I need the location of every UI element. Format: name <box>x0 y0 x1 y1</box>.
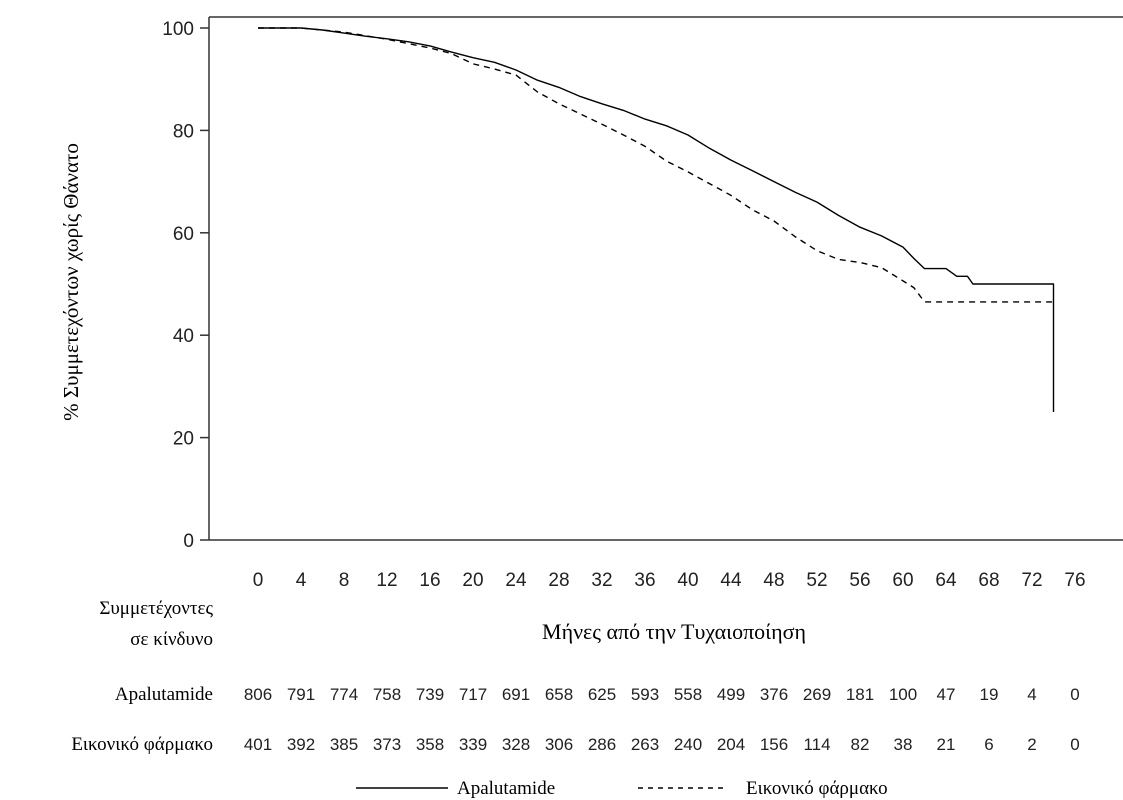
legend-placebo-label: Εικονικό φάρμακο <box>746 778 888 799</box>
x-tick-label: 72 <box>1021 570 1042 591</box>
risk-value: 691 <box>502 685 530 704</box>
x-tick-label: 20 <box>462 570 483 591</box>
risk-value: 114 <box>803 735 830 754</box>
risk-value: 240 <box>674 735 702 754</box>
risk-row-label: Εικονικό φάρμακο <box>71 734 213 755</box>
risk-table-title-line1: Συμμετέχοντες <box>99 598 213 619</box>
risk-value: 401 <box>244 735 272 754</box>
risk-value: 376 <box>760 685 788 704</box>
y-tick-label: 80 <box>173 121 194 142</box>
risk-row-label: Apalutamide <box>115 684 213 705</box>
x-tick-label: 36 <box>634 570 655 591</box>
y-tick-label: 0 <box>183 531 194 552</box>
risk-value: 204 <box>717 735 745 754</box>
risk-value: 269 <box>803 685 831 704</box>
risk-value: 306 <box>545 735 573 754</box>
risk-value: 263 <box>631 735 659 754</box>
risk-table-title-line2: σε κίνδυνο <box>130 629 213 650</box>
legend-apalutamide-label: Apalutamide <box>457 778 555 799</box>
x-tick-label: 40 <box>677 570 698 591</box>
y-axis-ticks: 0 20 40 60 80 100 <box>162 19 209 552</box>
x-tick-label: 56 <box>849 570 870 591</box>
risk-value: 19 <box>980 685 999 704</box>
x-tick-label: 64 <box>935 570 957 591</box>
risk-value: 658 <box>545 685 573 704</box>
x-tick-label: 44 <box>720 570 742 591</box>
x-tick-label: 32 <box>591 570 612 591</box>
x-tick-label: 60 <box>892 570 913 591</box>
risk-value: 358 <box>416 735 444 754</box>
risk-value: 791 <box>287 685 315 704</box>
risk-value: 392 <box>287 735 315 754</box>
risk-value: 758 <box>373 685 401 704</box>
y-tick-label: 100 <box>162 19 194 40</box>
risk-value: 806 <box>244 685 272 704</box>
risk-value: 6 <box>984 735 993 754</box>
risk-value: 47 <box>937 685 956 704</box>
risk-value: 82 <box>851 735 870 754</box>
series-placebo-line <box>258 27 1054 303</box>
x-tick-label: 52 <box>806 570 827 591</box>
risk-value: 38 <box>894 735 913 754</box>
risk-value: 499 <box>717 685 745 704</box>
y-tick-label: 20 <box>173 429 194 450</box>
risk-value: 286 <box>588 735 616 754</box>
x-tick-label: 16 <box>419 570 440 591</box>
axes <box>208 16 1123 541</box>
risk-value: 558 <box>674 685 702 704</box>
risk-table-rows: Apalutamide 806 791 774 758 739 717 691 658 625 59… <box>71 684 1079 755</box>
risk-value: 100 <box>889 685 917 704</box>
risk-value: 328 <box>502 735 530 754</box>
risk-value: 21 <box>937 735 956 754</box>
x-tick-label: 12 <box>376 570 397 591</box>
legend: Apalutamide Εικονικό φάρμακο <box>356 778 888 799</box>
risk-value: 339 <box>459 735 487 754</box>
y-tick-label: 40 <box>173 326 194 347</box>
risk-value: 593 <box>631 685 659 704</box>
x-tick-label: 76 <box>1064 570 1085 591</box>
x-tick-label: 24 <box>505 570 527 591</box>
x-tick-label: 28 <box>548 570 569 591</box>
x-tick-label: 8 <box>339 570 350 591</box>
x-axis-title: Μήνες από την Τυχαιοποίηση <box>542 619 806 644</box>
risk-value: 0 <box>1070 735 1079 754</box>
y-tick-label: 60 <box>173 224 194 245</box>
risk-value: 625 <box>588 685 616 704</box>
risk-value: 156 <box>760 735 788 754</box>
risk-value: 0 <box>1070 685 1079 704</box>
risk-value: 2 <box>1027 735 1036 754</box>
risk-value: 373 <box>373 735 401 754</box>
x-tick-label: 0 <box>253 570 264 591</box>
y-axis-title: % Συμμετεχόντων χωρίς Θάνατο <box>59 143 83 421</box>
x-tick-label: 48 <box>763 570 784 591</box>
risk-value: 717 <box>459 685 487 704</box>
risk-value: 385 <box>330 735 358 754</box>
risk-value: 4 <box>1027 685 1036 704</box>
x-axis-ticks: 0 4 8 12 16 20 24 28 32 36 40 44 48 52 56 60 64 68 72 76 <box>253 570 1086 591</box>
risk-value: 181 <box>846 685 874 704</box>
x-tick-label: 68 <box>978 570 999 591</box>
risk-value: 739 <box>416 685 444 704</box>
risk-value: 774 <box>330 685 358 704</box>
x-tick-label: 4 <box>296 570 307 591</box>
series-apalutamide-line <box>258 27 1055 412</box>
series-lines <box>258 27 1055 412</box>
